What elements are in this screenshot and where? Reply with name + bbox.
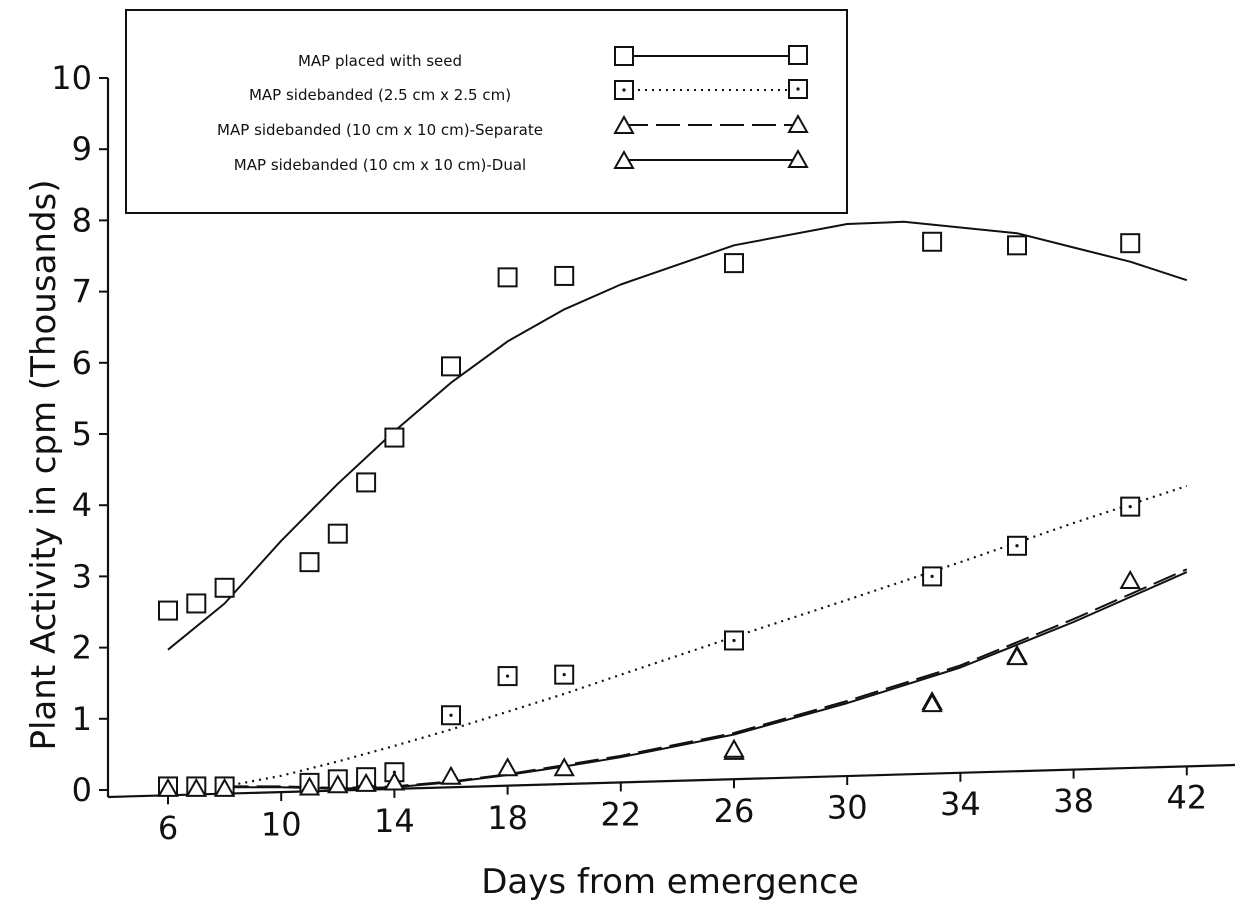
- data-point-series-3: [355, 772, 377, 792]
- data-point-series-3: [327, 774, 349, 794]
- data-point-series-3: [185, 777, 208, 797]
- legend-marker-series-2-dot: [796, 87, 800, 91]
- y-tick-label: 0: [72, 771, 92, 809]
- legend-box: [125, 9, 848, 214]
- data-point-series-3: [440, 765, 462, 785]
- data-point-series-1: [441, 356, 461, 377]
- data-point-series-2-dot: [732, 638, 736, 643]
- data-point-series-1: [158, 600, 178, 621]
- data-point-series-1: [724, 253, 744, 274]
- data-point-series-1: [327, 523, 348, 544]
- data-point-series-2-dot: [930, 574, 934, 579]
- x-tick-label: 22: [600, 795, 641, 833]
- legend-label-series-4: MAP sidebanded (10 cm x 10 cm)-Dual: [234, 156, 526, 174]
- y-axis-title: Plant Activity in cpm (Thousands): [24, 179, 64, 750]
- x-tick-label: 14: [374, 802, 415, 840]
- data-point-series-1: [214, 577, 235, 598]
- data-point-series-3: [383, 771, 406, 791]
- fit-line-series-3: [224, 568, 1188, 789]
- y-tick-label: 9: [72, 130, 92, 168]
- fit-lines: [167, 220, 1188, 790]
- legend-marker-series-4: [787, 148, 809, 168]
- data-point-series-3: [496, 757, 519, 777]
- x-tick-label: 42: [1166, 778, 1207, 816]
- data-point-series-1: [299, 552, 320, 573]
- data-point-series-2-dot: [506, 674, 510, 678]
- y-tick-label: 7: [72, 273, 92, 311]
- data-point-series-3: [1119, 569, 1141, 589]
- legend-marker-series-2-dot: [622, 88, 626, 92]
- fit-line-series-1: [167, 220, 1188, 651]
- legend-marker-series-1: [614, 46, 634, 66]
- x-axis-line: [107, 763, 1236, 799]
- y-tick-label: 2: [72, 629, 92, 667]
- x-tick-label: 10: [261, 806, 302, 844]
- x-tick-label: 6: [158, 809, 178, 847]
- data-point-series-2-dot: [449, 713, 453, 717]
- data-point-series-1: [1120, 233, 1141, 254]
- legend-label-series-3: MAP sidebanded (10 cm x 10 cm)-Separate: [217, 121, 543, 139]
- legend-label-series-1: MAP placed with seed: [298, 52, 462, 70]
- data-point-series-2-dot: [1015, 544, 1019, 548]
- x-tick-label: 30: [827, 789, 868, 827]
- data-point-series-4: [723, 738, 745, 758]
- fit-line-series-2: [224, 484, 1188, 788]
- x-tick-label: 18: [487, 799, 528, 837]
- y-tick-label: 8: [72, 201, 92, 239]
- data-point-series-1: [497, 267, 518, 288]
- y-tick-label: 6: [72, 344, 92, 382]
- legend-marker-series-1: [788, 45, 808, 65]
- x-axis-title: Days from emergence: [481, 862, 859, 902]
- data-point-series-2-dot: [562, 673, 566, 677]
- x-tick-label: 26: [714, 792, 755, 830]
- y-tick-label: 5: [72, 415, 92, 453]
- y-tick-label: 10: [51, 59, 92, 97]
- y-tick-label: 4: [72, 486, 92, 524]
- data-point-series-2-dot: [1128, 505, 1132, 509]
- data-point-series-4: [921, 693, 943, 713]
- data-point-series-1: [1007, 235, 1027, 256]
- data-markers: [157, 231, 1141, 797]
- data-point-series-1: [922, 231, 943, 252]
- data-point-series-3: [157, 777, 179, 797]
- data-point-series-1: [384, 427, 405, 448]
- y-tick-label: 1: [72, 700, 92, 738]
- data-point-series-3: [553, 757, 575, 777]
- data-point-series-3: [213, 777, 236, 797]
- legend: MAP placed with seed MAP sidebanded (2.5 …: [125, 9, 848, 214]
- legend-marker-series-3: [613, 114, 635, 134]
- legend-label-series-2: MAP sidebanded (2.5 cm x 2.5 cm): [249, 86, 511, 104]
- x-tick-label: 34: [940, 785, 981, 823]
- axes: [106, 78, 1236, 799]
- data-point-series-1: [554, 265, 575, 286]
- fit-line-series-4: [224, 571, 1188, 790]
- y-tick-label: 3: [72, 557, 92, 595]
- legend-marker-series-4: [613, 149, 635, 169]
- x-tick-label: 38: [1053, 782, 1094, 820]
- data-point-series-1: [186, 593, 207, 614]
- data-point-series-3: [298, 776, 321, 796]
- data-point-series-4: [1006, 646, 1028, 666]
- data-point-series-1: [356, 472, 377, 493]
- legend-marker-series-3: [787, 113, 809, 133]
